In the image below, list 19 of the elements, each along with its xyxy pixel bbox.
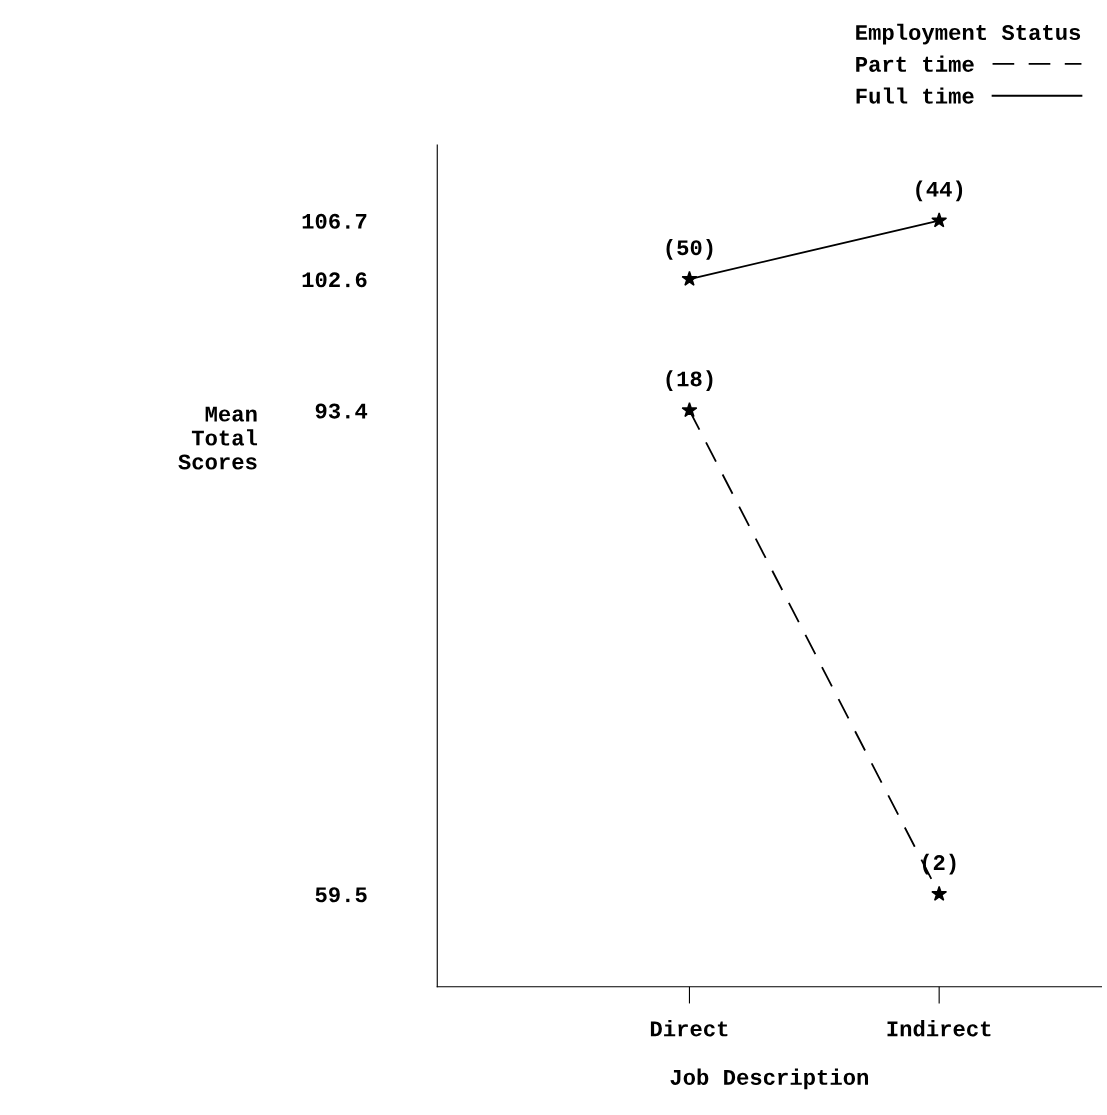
- y-tick-label: 106.7: [302, 213, 367, 229]
- y-tick-label: 93.4: [315, 403, 368, 419]
- annotation: (50): [666, 238, 713, 260]
- annotation: (44): [916, 180, 963, 202]
- annotation: (2): [922, 853, 956, 875]
- legend-title: Employment Status: [856, 23, 1081, 45]
- legend-label: Part time: [856, 55, 974, 72]
- x-axis-title: Job Description: [670, 1068, 869, 1090]
- point: [931, 885, 948, 901]
- y-axis-title: Mean Total Scores: [178, 406, 258, 470]
- point: [681, 270, 698, 286]
- x-tick-label: Indirect: [887, 1020, 991, 1037]
- point: [931, 212, 948, 228]
- y-tick-label: 102.6: [302, 272, 367, 288]
- legend-label: Full time: [856, 87, 974, 104]
- annotation: (18): [666, 370, 713, 391]
- x-tick-label: Direct: [650, 1020, 728, 1037]
- point: [681, 402, 698, 418]
- y-tick-label: 59.5: [315, 887, 367, 903]
